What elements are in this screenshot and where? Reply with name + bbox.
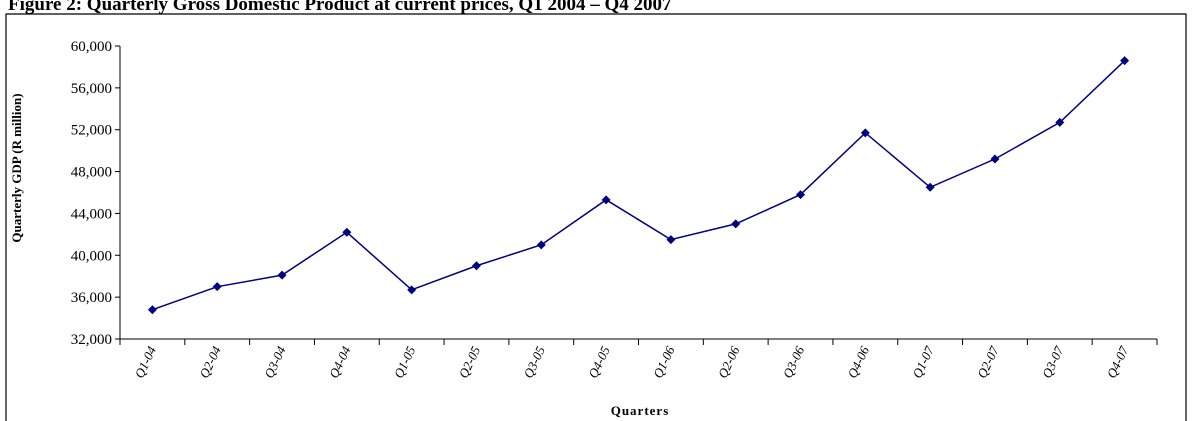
x-tick-label: Q2-05 xyxy=(456,343,484,380)
x-tick-label: Q4-05 xyxy=(585,343,613,380)
series-layer xyxy=(147,56,1130,315)
x-tick-label: Q1-05 xyxy=(391,343,419,380)
x-tick-label: Q4-07 xyxy=(1104,343,1132,380)
chart-title: Figure 2: Quarterly Gross Domestic Produ… xyxy=(8,0,672,15)
x-tick-label: Q2-06 xyxy=(715,343,743,380)
data-point-marker xyxy=(536,240,546,250)
x-tick-label: Q1-04 xyxy=(131,343,159,380)
data-point-marker xyxy=(407,285,417,295)
y-tick-label: 52,000 xyxy=(71,123,112,139)
x-tick-label: Q2-04 xyxy=(196,343,224,380)
data-point-marker xyxy=(277,270,287,280)
x-tick-label: Q2-07 xyxy=(974,343,1002,380)
y-tick-label: 44,000 xyxy=(71,206,112,222)
data-point-marker xyxy=(147,305,157,315)
data-point-marker xyxy=(796,190,806,200)
data-point-marker xyxy=(925,182,935,192)
x-tick-label: Q3-06 xyxy=(780,343,808,380)
series-line xyxy=(152,60,1126,311)
data-point-marker xyxy=(1120,56,1130,66)
data-point-marker xyxy=(471,261,481,271)
data-point-marker xyxy=(666,235,676,245)
x-tick-label: Q1-07 xyxy=(909,343,937,380)
x-tick-label: Q3-05 xyxy=(520,343,548,380)
chart-frame xyxy=(5,13,1187,421)
y-tick-label: 56,000 xyxy=(71,81,112,97)
data-point-marker xyxy=(860,128,870,138)
data-point-marker xyxy=(212,282,222,292)
data-point-marker xyxy=(1055,117,1065,127)
y-tick-label: 48,000 xyxy=(71,165,112,181)
data-point-marker xyxy=(990,154,1000,164)
y-tick-label: 32,000 xyxy=(71,332,112,348)
y-axis-ticks: 32,000 36,000 40,000 44,000 48,000 52,000 56,0… xyxy=(71,39,120,348)
x-tick-label: Q4-04 xyxy=(326,343,354,380)
x-axis-ticks: Q1-04 Q2-04 Q3-04 Q4-04 Q1-05 Q2-05 Q3-05 Q4-05… xyxy=(119,339,1158,380)
x-tick-label: Q4-06 xyxy=(844,343,872,380)
x-tick-label: Q3-07 xyxy=(1039,343,1067,380)
x-tick-label: Q1-06 xyxy=(650,343,678,380)
y-tick-label: 36,000 xyxy=(71,290,112,306)
data-point-marker xyxy=(731,219,741,229)
y-axis-title: Quarterly GDP (R million) xyxy=(9,93,24,242)
data-point-marker xyxy=(342,227,352,237)
y-tick-label: 40,000 xyxy=(71,248,112,264)
data-point-marker xyxy=(601,195,611,205)
y-tick-label: 60,000 xyxy=(71,39,112,55)
x-axis-title: Quarters xyxy=(611,403,670,418)
x-tick-label: Q3-04 xyxy=(261,343,289,380)
